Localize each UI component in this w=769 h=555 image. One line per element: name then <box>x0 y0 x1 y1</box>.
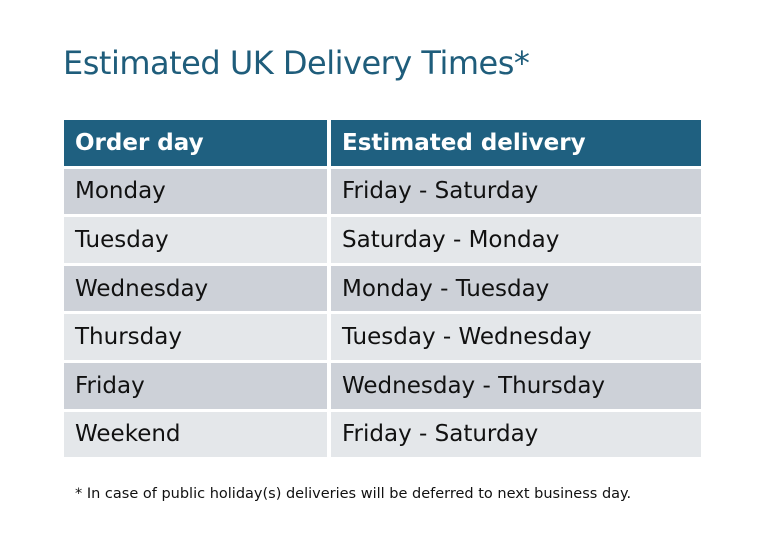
table-cell-order-day: Tuesday <box>64 217 327 263</box>
delivery-table: Order day Estimated delivery Monday Frid… <box>64 120 701 458</box>
table-cell-order-day: Weekend <box>64 411 327 458</box>
table-cell-delivery: Wednesday - Thursday <box>331 362 701 409</box>
header-order-day: Order day <box>64 120 327 166</box>
table-cell-delivery: Saturday - Monday <box>331 217 701 263</box>
table-cell-delivery: Tuesday - Wednesday <box>331 314 701 360</box>
table-cell-order-day: Friday <box>64 362 327 409</box>
header-estimated-delivery: Estimated delivery <box>331 120 701 166</box>
page-title: Estimated UK Delivery Times* <box>63 44 530 82</box>
footnote: * In case of public holiday(s) deliverie… <box>75 486 632 502</box>
table-cell-order-day: Monday <box>64 168 327 215</box>
table-cell-delivery: Monday - Tuesday <box>331 265 701 312</box>
table-cell-order-day: Thursday <box>64 314 327 360</box>
table-cell-delivery: Friday - Saturday <box>331 168 701 215</box>
table-cell-delivery: Friday - Saturday <box>331 411 701 458</box>
table-cell-order-day: Wednesday <box>64 265 327 312</box>
